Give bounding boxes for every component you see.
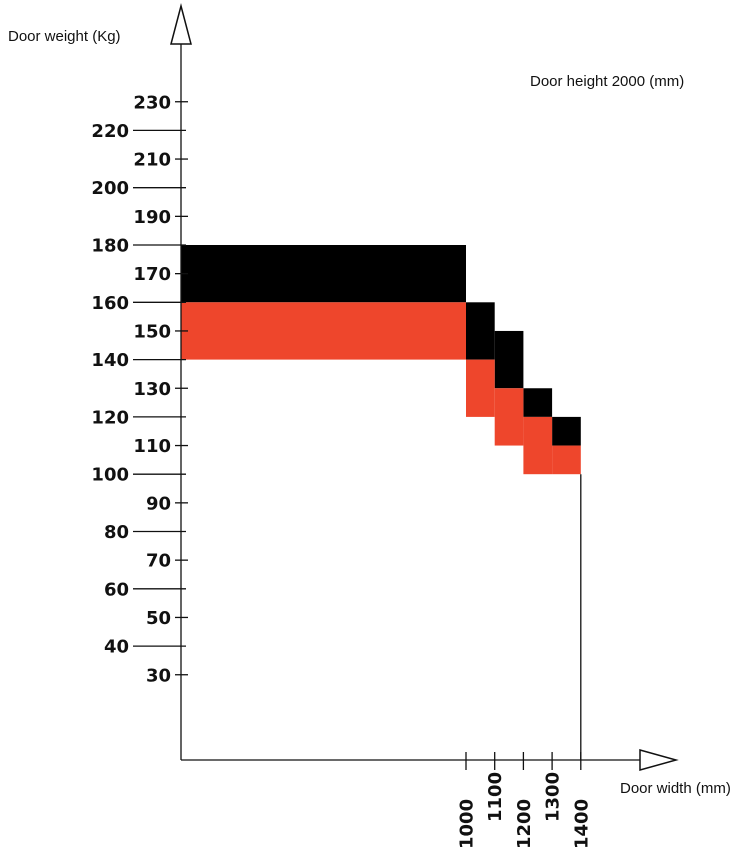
y-tick-label-60: 60 <box>104 579 129 600</box>
chart-bands <box>181 245 581 475</box>
y-tick-label-110: 110 <box>133 436 171 457</box>
y-tick-label-180: 180 <box>91 236 129 257</box>
black-band-step-2 <box>466 302 495 360</box>
x-tick-label-1200: 1200 <box>514 799 535 849</box>
y-tick-label-90: 90 <box>146 493 171 514</box>
red-band-step-5 <box>552 445 581 475</box>
x-axis-label: Door width (mm) <box>620 780 731 797</box>
y-axis-arrow-icon <box>170 3 192 45</box>
red-band-step-2 <box>466 359 495 417</box>
y-ticks: 30 40 50 60 70 80 90 10011012013014015016017018… <box>91 92 188 686</box>
black-band-step-5 <box>552 416 581 446</box>
y-tick-label-130: 130 <box>133 379 171 400</box>
y-tick-label-200: 200 <box>91 178 129 199</box>
y-tick-label-140: 140 <box>91 350 129 371</box>
chart-title: Door height 2000 (mm) <box>530 73 684 90</box>
black-band-step-4 <box>523 388 553 417</box>
y-tick-label-210: 210 <box>133 150 171 171</box>
y-tick-label-190: 190 <box>133 207 171 228</box>
x-tick-label-1100: 1100 <box>485 772 506 822</box>
red-band-step-1 <box>181 302 466 360</box>
y-tick-label-120: 120 <box>91 407 129 428</box>
red-band-step-3 <box>494 388 524 446</box>
y-tick-label-170: 170 <box>133 264 171 285</box>
chart-axes <box>170 3 679 771</box>
y-tick-label-230: 230 <box>133 92 171 113</box>
x-axis-arrow-icon <box>639 749 679 771</box>
y-tick-label-30: 30 <box>146 665 171 686</box>
y-tick-label-160: 160 <box>91 293 129 314</box>
red-band-step-4 <box>523 416 553 475</box>
x-tick-label-1400: 1400 <box>571 799 592 849</box>
y-tick-label-40: 40 <box>104 637 129 658</box>
black-band-step-3 <box>494 330 524 389</box>
y-tick-label-150: 150 <box>133 321 171 342</box>
x-ticks: 1000 1100 1200 1300 1400 <box>457 752 592 849</box>
y-tick-label-80: 80 <box>104 522 129 543</box>
y-axis-label: Door weight (Kg) <box>8 28 121 45</box>
y-tick-label-220: 220 <box>91 121 129 142</box>
x-tick-label-1000: 1000 <box>457 799 478 849</box>
y-tick-label-100: 100 <box>91 465 129 486</box>
y-tick-label-50: 50 <box>146 608 171 629</box>
black-band-step-1 <box>181 245 466 303</box>
y-tick-label-70: 70 <box>146 551 171 572</box>
x-tick-label-1300: 1300 <box>543 772 564 822</box>
